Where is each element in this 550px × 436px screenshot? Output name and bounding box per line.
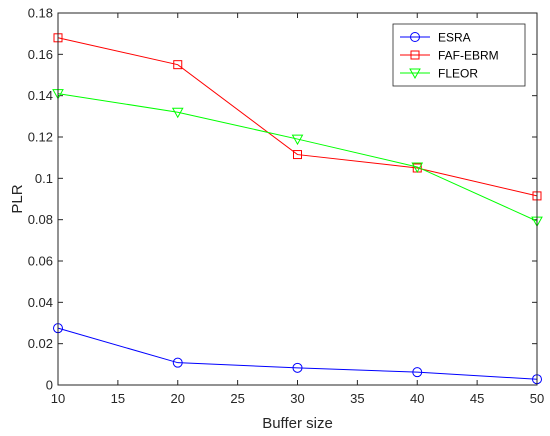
ticks-layer: 10 15 20 25 30 35 40 45 50 0 0.02 0.04 0.06 0.08 0.1 0.… (28, 6, 545, 407)
x-tick-label: 15 (111, 391, 125, 406)
legend-label: FAF-EBRM (438, 49, 499, 63)
legend-label: FLEOR (438, 67, 478, 81)
y-tick-label: 0.1 (35, 171, 53, 186)
legend: ESRA FAF-EBRM FLEOR (392, 23, 526, 87)
legend-item-fleor: FLEOR (400, 67, 478, 81)
y-tick-label: 0.06 (28, 254, 53, 269)
y-tick-label: 0.16 (28, 47, 53, 62)
x-tick-label: 40 (410, 391, 424, 406)
legend-marker (410, 32, 420, 42)
y-tick-label: 0.18 (28, 6, 53, 21)
series-line-esra (57, 327, 538, 380)
y-tick-label: 0.14 (28, 88, 53, 103)
legend-marker (409, 68, 421, 80)
plot-frame (57, 12, 538, 386)
data-point-faf-ebrm (293, 150, 302, 160)
y-tick-label: 0.02 (28, 336, 53, 351)
x-tick-label: 30 (290, 391, 304, 406)
data-point-fleor (291, 134, 304, 146)
series-fleor (52, 89, 543, 228)
x-tick-label: 50 (530, 391, 544, 406)
y-tick-label: 0.08 (28, 212, 53, 227)
data-point-fleor (411, 162, 424, 173)
y-axis-title: PLR (9, 184, 26, 213)
x-tick-label: 20 (171, 391, 185, 406)
x-tick-label: 25 (230, 391, 244, 406)
data-point-esra (172, 357, 183, 368)
series-line-fleor (57, 93, 538, 222)
data-point-esra (412, 367, 423, 378)
x-tick-label: 35 (350, 391, 364, 406)
y-tick-label: 0 (46, 378, 53, 393)
data-point-fleor (171, 107, 184, 119)
data-point-faf-ebrm (173, 60, 183, 70)
data-point-esra (292, 362, 303, 373)
y-tick-label: 0.04 (28, 295, 53, 310)
y-tick-label: 0.12 (28, 130, 53, 145)
x-axis-title: Buffer size (262, 415, 333, 432)
legend-item-esra: ESRA (400, 31, 471, 45)
x-tick-label: 45 (470, 391, 484, 406)
legend-marker (410, 50, 420, 60)
series-esra (53, 323, 542, 385)
legend-label: ESRA (438, 31, 471, 45)
series-line-faf-ebrm (57, 37, 538, 197)
legend-item-faf-ebrm: FAF-EBRM (400, 49, 499, 63)
x-tick-label: 10 (51, 391, 65, 406)
